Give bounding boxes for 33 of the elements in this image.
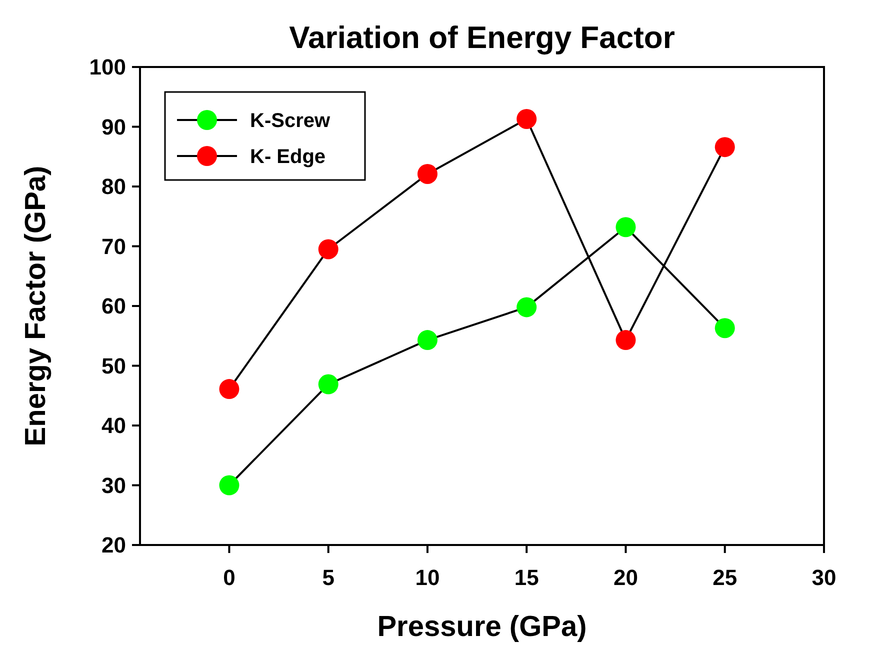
point bbox=[417, 330, 438, 350]
y-axis-title: Energy Factor (GPa) bbox=[20, 166, 52, 446]
point bbox=[516, 297, 537, 318]
point bbox=[318, 239, 338, 260]
chart-title: Variation of Energy Factor bbox=[289, 20, 675, 55]
y-tick-label: 70 bbox=[102, 234, 126, 259]
legend-label: K-Screw bbox=[250, 110, 330, 132]
y-tick-label: 30 bbox=[102, 472, 126, 498]
y-tick-label: 80 bbox=[102, 174, 126, 200]
x-tick-label: 30 bbox=[812, 565, 836, 590]
y-tick-label: 60 bbox=[102, 294, 126, 319]
x-tick-label: 20 bbox=[613, 565, 638, 590]
y-tick-label: 100 bbox=[89, 54, 126, 80]
x-tick-label: 25 bbox=[712, 565, 738, 590]
point bbox=[714, 137, 735, 158]
point bbox=[516, 108, 537, 129]
point bbox=[417, 164, 438, 184]
y-tick-label: 40 bbox=[102, 413, 126, 438]
x-tick-label: 0 bbox=[223, 565, 236, 590]
point bbox=[219, 379, 240, 400]
y-tick-label: 50 bbox=[102, 353, 126, 378]
y-tick-label: 20 bbox=[102, 532, 126, 558]
point bbox=[714, 318, 735, 338]
point bbox=[616, 330, 636, 350]
x-tick-label: 10 bbox=[415, 565, 440, 590]
point bbox=[219, 475, 240, 496]
point bbox=[616, 217, 636, 238]
x-tick-label: 15 bbox=[514, 565, 539, 590]
point bbox=[318, 374, 338, 394]
x-axis-title: Pressure (GPa) bbox=[377, 611, 587, 643]
legend-label: K- Edge bbox=[250, 146, 326, 168]
y-tick-label: 90 bbox=[102, 114, 126, 140]
x-tick-label: 5 bbox=[322, 565, 334, 590]
